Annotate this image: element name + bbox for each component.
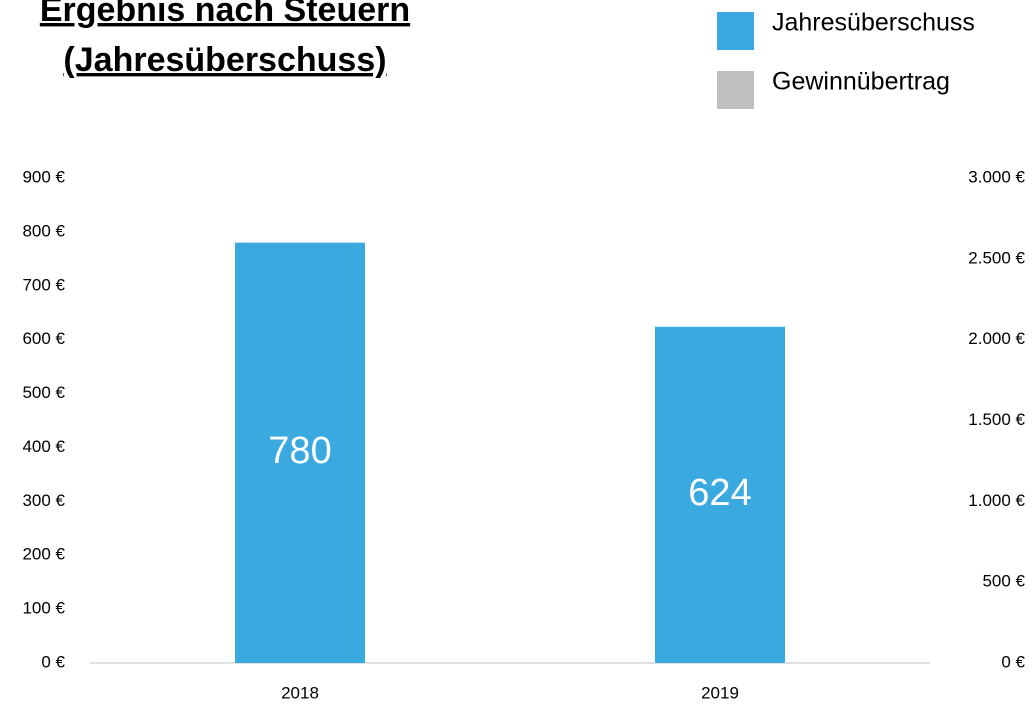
y2-tick-label: 500 € [982,572,1025,591]
legend-swatch [717,71,754,109]
y2-tick-label: 0 € [1001,652,1025,671]
x-tick-label: 2019 [701,683,739,702]
y2-tick-label: 2.500 € [968,248,1025,267]
y2-tick-label: 3.000 € [968,167,1025,186]
x-tick-label: 2018 [281,683,319,702]
chart-title: Ergebnis nach Steuern [40,0,410,29]
legend-label: Jahresüberschuss [772,9,975,37]
y2-tick-label: 2.000 € [968,329,1025,348]
y-tick-label: 700 € [22,275,65,294]
y-tick-label: 400 € [22,437,65,456]
y-tick-label: 200 € [22,545,65,564]
y-tick-label: 600 € [22,329,65,348]
y-tick-label: 800 € [22,221,65,240]
y-tick-label: 500 € [22,383,65,402]
y-tick-label: 300 € [22,491,65,510]
chart-title: (Jahresüberschuss) [63,41,386,79]
y2-tick-label: 1.500 € [968,410,1025,429]
bar-value-label: 780 [268,430,331,472]
y2-tick-label: 1.000 € [968,491,1025,510]
y-tick-label: 900 € [22,167,65,186]
bar [235,242,365,663]
bar [655,326,785,663]
y-tick-label: 100 € [22,599,65,618]
bar-value-label: 624 [688,472,751,514]
legend-swatch [717,12,754,50]
legend-label: Gewinnübertrag [772,68,950,96]
y-tick-label: 0 € [41,652,65,671]
